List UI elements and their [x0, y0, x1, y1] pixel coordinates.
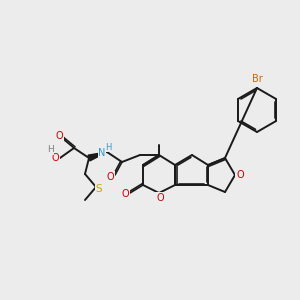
Text: Br: Br: [252, 74, 262, 84]
Text: H: H: [46, 146, 53, 154]
Text: O: O: [51, 153, 59, 163]
Text: N: N: [98, 148, 106, 158]
Text: O: O: [106, 172, 114, 182]
Text: S: S: [96, 184, 102, 194]
Text: O: O: [121, 189, 129, 199]
Text: O: O: [55, 131, 63, 141]
Text: O: O: [236, 170, 244, 180]
Polygon shape: [88, 152, 107, 161]
Text: H: H: [105, 142, 111, 152]
Text: O: O: [156, 193, 164, 203]
